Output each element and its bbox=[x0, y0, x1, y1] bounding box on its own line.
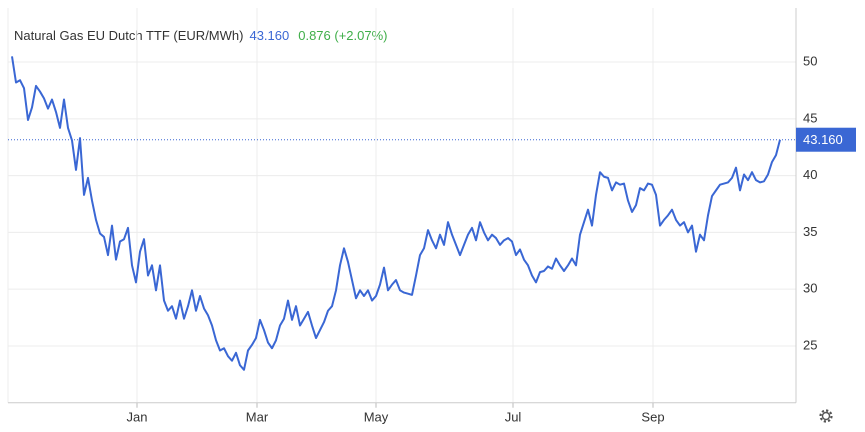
x-tick-label: May bbox=[364, 409, 389, 424]
last-price-box bbox=[796, 127, 856, 152]
settings-icon[interactable] bbox=[819, 409, 833, 423]
chart-title: Natural Gas EU Dutch TTF (EUR/MWh) 43.160… bbox=[14, 28, 388, 43]
y-tick-label: 35 bbox=[803, 224, 817, 239]
price-change: 0.876 (+2.07%) bbox=[298, 28, 387, 43]
last-price: 43.160 bbox=[249, 28, 289, 43]
y-tick-label: 40 bbox=[803, 167, 817, 182]
plot bbox=[7, 8, 797, 408]
x-tick-label: Jan bbox=[127, 409, 148, 424]
y-tick-label: 45 bbox=[803, 110, 817, 125]
series-name: Natural Gas EU Dutch TTF (EUR/MWh) bbox=[14, 28, 243, 43]
y-tick-label: 50 bbox=[803, 53, 817, 68]
x-tick-label: Sep bbox=[641, 409, 664, 424]
price-line bbox=[11, 56, 781, 371]
x-tick-label: Jul bbox=[505, 409, 522, 424]
y-tick-label: 25 bbox=[803, 337, 817, 352]
last-price-label: 43.160 bbox=[803, 132, 843, 147]
y-tick-label: 30 bbox=[803, 281, 817, 296]
x-tick-label: Mar bbox=[246, 409, 269, 424]
